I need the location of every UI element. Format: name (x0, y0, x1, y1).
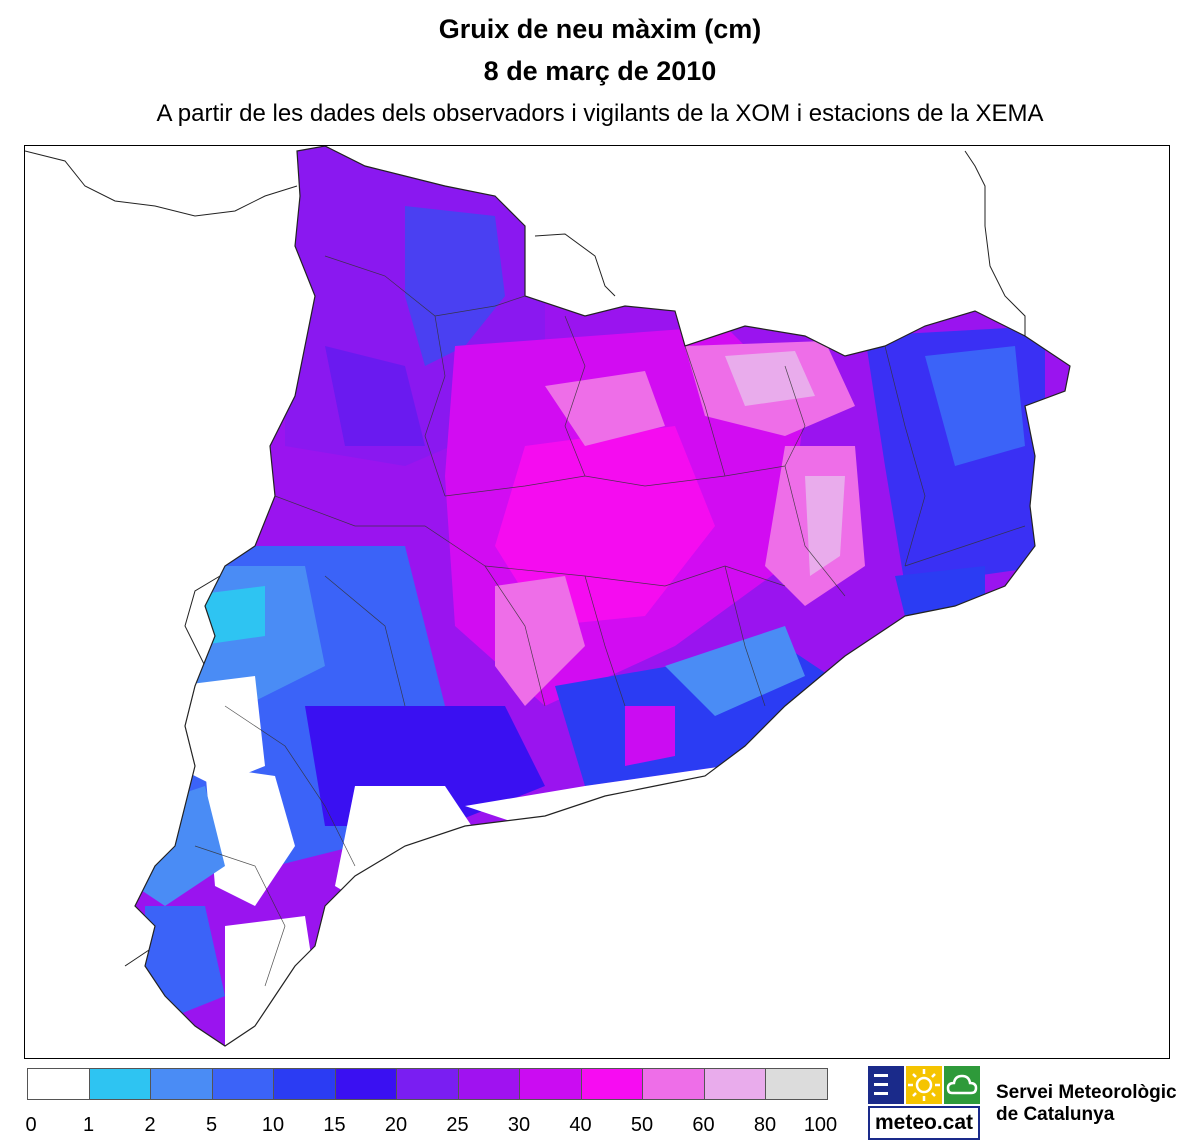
organization-line-2: de Catalunya (996, 1104, 1115, 1125)
legend-tick-label: 10 (261, 1114, 285, 1136)
legend-swatch (642, 1068, 705, 1100)
legend-swatch (334, 1068, 397, 1100)
map-date: 8 de març de 2010 (483, 56, 717, 86)
catalonia-snow-map (25, 146, 1071, 1047)
legend-swatch (457, 1068, 520, 1100)
legend-tick-label: 50 (630, 1114, 654, 1136)
legend-swatch (27, 1068, 90, 1100)
legend-tick-label: 2 (144, 1114, 156, 1136)
meteocat-logo: meteo.cat (868, 1066, 980, 1142)
legend-tick-label: 30 (507, 1114, 531, 1136)
legend-swatch (765, 1068, 828, 1100)
comarca-boundaries (194, 255, 1026, 987)
organization-line-1: Servei Meteorològic (996, 1082, 1177, 1103)
legend-swatch (396, 1068, 459, 1100)
legend-tick-label: 40 (569, 1114, 592, 1136)
logo-text: meteo.cat (868, 1106, 980, 1140)
legend-tick-label: 60 (692, 1114, 715, 1136)
legend-swatch (273, 1068, 336, 1100)
map-title: Gruix de neu màxim (cm) (438, 14, 762, 44)
organization-name: Servei Meteorològic de Catalunya (996, 1082, 1177, 1126)
legend-swatch (88, 1068, 151, 1100)
sun-icon (906, 1066, 942, 1104)
legend-swatch (211, 1068, 274, 1100)
legend-tick-label: 1 (82, 1114, 95, 1136)
legend-tick-label: 15 (323, 1114, 346, 1136)
legend-tick-label: 20 (384, 1114, 408, 1136)
legend-tick-label: 80 (753, 1114, 777, 1136)
cloud-icon (944, 1066, 980, 1104)
legend-tick-label: 5 (205, 1114, 218, 1136)
legend-tick-label: 25 (446, 1114, 469, 1136)
legend-swatch (150, 1068, 213, 1100)
legend-swatch (519, 1068, 582, 1100)
map-subtitle: A partir de les dades dels observadors i… (156, 100, 1044, 127)
legend-swatch (580, 1068, 643, 1100)
legend-tick-label: 100 (803, 1114, 838, 1136)
bars-icon (868, 1066, 904, 1104)
legend-swatch (703, 1068, 766, 1100)
legend-tick-label: 0 (25, 1114, 37, 1136)
map-panel (24, 145, 1170, 1059)
